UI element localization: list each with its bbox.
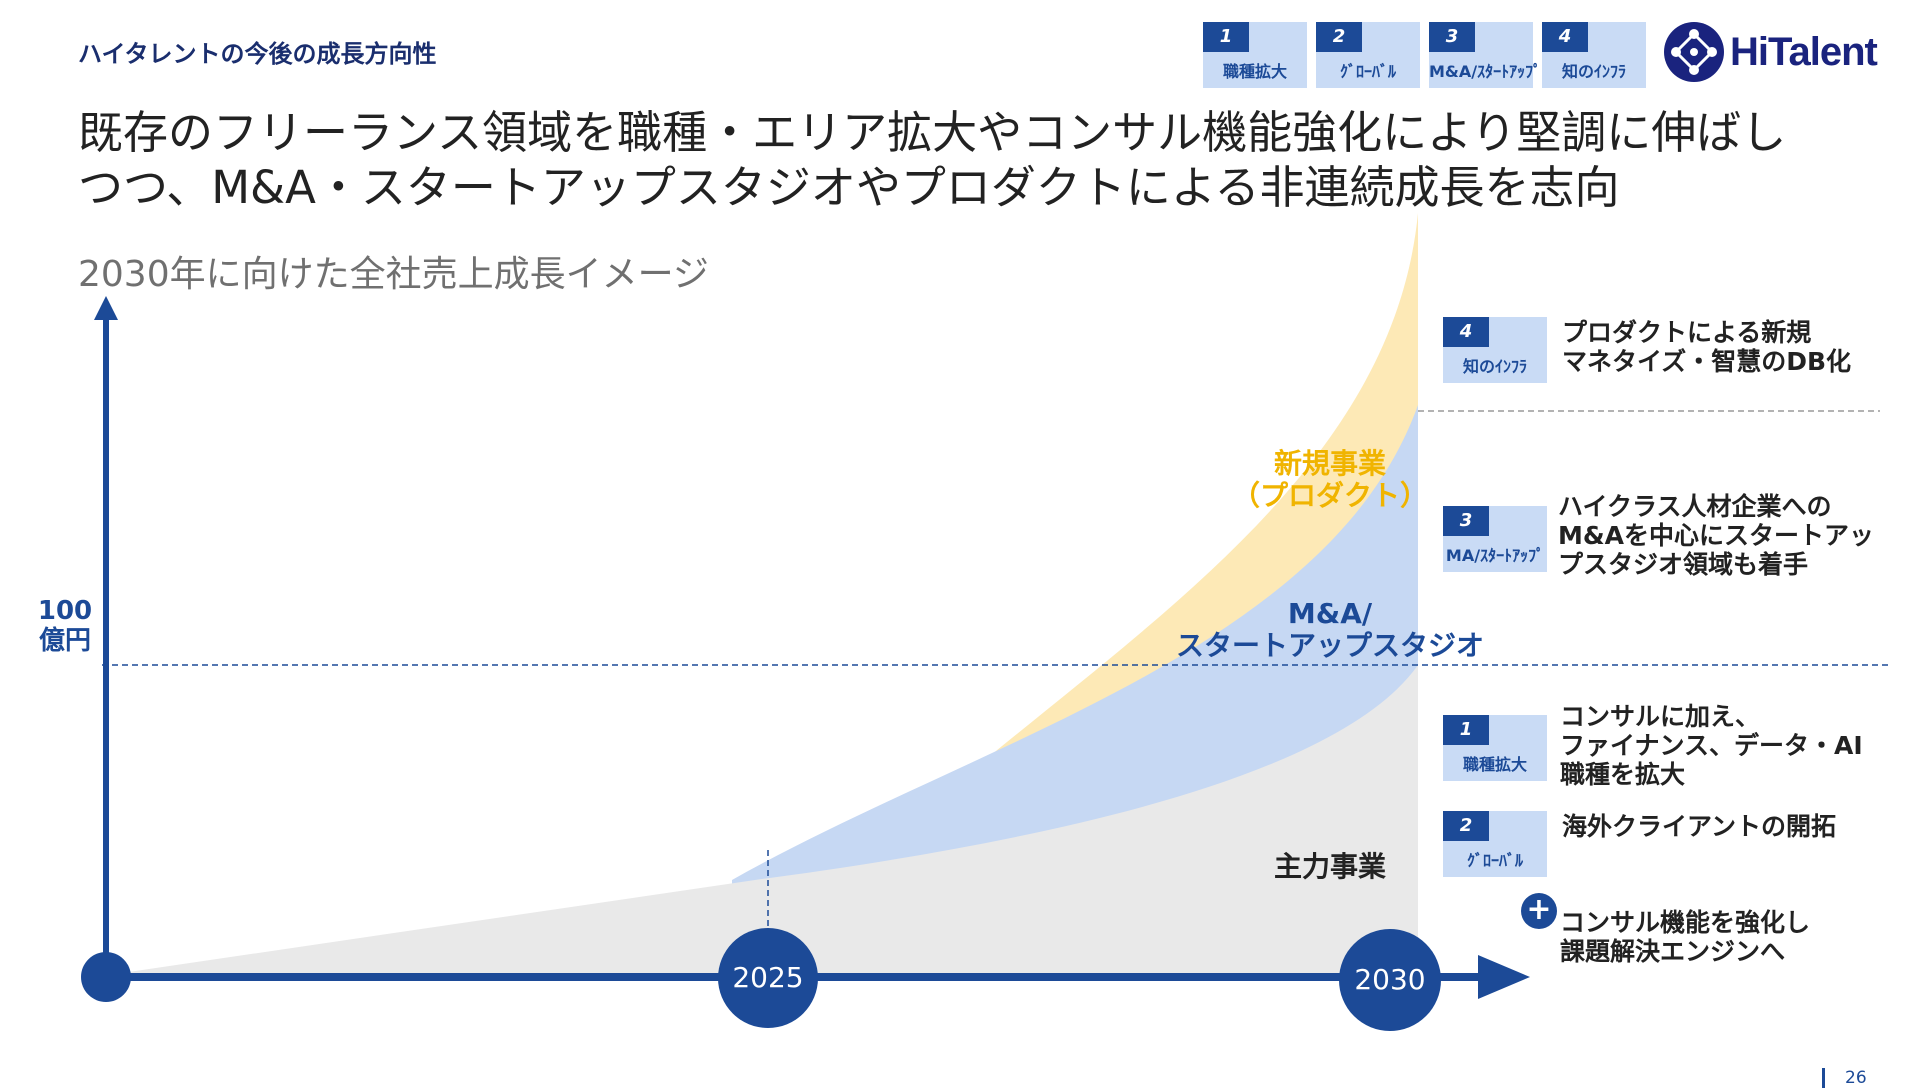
desc-knowledge-infra: プロダクトによる新規 マネタイズ・智慧のDB化 [1562, 318, 1851, 376]
tag-number: 2 [1443, 811, 1489, 841]
y-axis-marker-label: 100 億円 [30, 596, 100, 656]
desc-ma-startup: ハイクラス人材企業への M&Aを中心にスタートアッ プスタジオ領域も着手 [1558, 492, 1874, 579]
desc-tag-1: 1 職種拡大 [1443, 715, 1547, 781]
tag-label: 知のｲﾝﾌﾗ [1561, 62, 1626, 81]
network-logo-icon [1664, 22, 1724, 82]
desc-tag-3: 3 MA/ｽﾀｰﾄｱｯﾌﾟ [1443, 506, 1547, 572]
desc-tag-4: 4 知のｲﾝﾌﾗ [1443, 317, 1547, 383]
desc-line: ハイクラス人材企業への [1558, 492, 1832, 521]
desc-line: 海外クライアントの開拓 [1562, 812, 1837, 841]
page-number: 26 [1845, 1068, 1867, 1088]
desc-line: プロダクトによる新規 [1562, 318, 1812, 347]
logo-text: HiTalent [1730, 30, 1878, 74]
desc-line: M&Aを中心にスタートアッ [1558, 521, 1875, 550]
desc-tag-2: 2 ｸﾞﾛｰﾊﾞﾙ [1443, 811, 1547, 877]
headline-line-2: つつ、M&A・スタートアップスタジオやプロダクトによる非連続成長を志向 [78, 161, 1620, 214]
strategy-tag-2: 2 ｸﾞﾛｰﾊﾞﾙ [1316, 22, 1420, 88]
tag-number: 3 [1443, 506, 1489, 536]
new-business-label: 新規事業 （プロダクト） [1190, 448, 1470, 512]
desc-line: マネタイズ・智慧のDB化 [1562, 347, 1852, 376]
x-axis-arrow [1478, 955, 1530, 999]
desc-line: ファイナンス、データ・AI [1560, 731, 1863, 760]
tag-number: 4 [1443, 317, 1489, 347]
new-business-label-line-1: 新規事業 [1273, 447, 1386, 480]
new-business-label-line-2: （プロダクト） [1231, 479, 1428, 512]
year-2025-marker: 2025 [718, 928, 818, 1028]
desc-line: コンサルに加え、 [1560, 702, 1761, 731]
strategy-tag-1: 1 職種拡大 [1203, 22, 1307, 88]
tag-label: 職種拡大 [1462, 755, 1527, 774]
ma-label-line-1: M&A/ [1287, 597, 1373, 630]
strategy-tag-3: 3 M&A/ｽﾀｰﾄｱｯﾌﾟ [1429, 22, 1542, 88]
ma-label: M&A/ スタートアップスタジオ [1150, 598, 1510, 662]
chart-subtitle: 2030年に向けた全社売上成長イメージ [78, 254, 709, 295]
tag-number: 2 [1316, 22, 1362, 52]
tag-label: ｸﾞﾛｰﾊﾞﾙ [1466, 851, 1523, 870]
headline-line-1: 既存のフリーランス領域を職種・エリア拡大やコンサル機能強化により堅調に伸ばし [78, 106, 1787, 159]
tag-label: ｸﾞﾛｰﾊﾞﾙ [1339, 62, 1396, 81]
desc-consulting: コンサル機能を強化し 課題解決エンジンへ [1560, 908, 1810, 966]
tag-label: 職種拡大 [1222, 62, 1287, 81]
y-axis-arrow [94, 296, 118, 320]
desc-line: コンサル機能を強化し [1560, 908, 1811, 937]
y-marker-value: 100 [37, 596, 93, 626]
page-number-divider [1822, 1068, 1825, 1088]
tag-label: M&A/ｽﾀｰﾄｱｯﾌﾟ [1429, 62, 1542, 81]
desc-line: 課題解決エンジンへ [1560, 937, 1786, 966]
tag-number: 1 [1443, 715, 1489, 745]
hitalent-logo: HiTalent [1662, 18, 1878, 88]
strategy-tag-4: 4 知のｲﾝﾌﾗ [1542, 22, 1646, 88]
plus-icon: + [1521, 893, 1557, 929]
tag-label: 知のｲﾝﾌﾗ [1462, 357, 1527, 376]
ma-label-line-2: スタートアップスタジオ [1175, 629, 1484, 662]
desc-job-expansion: コンサルに加え、 ファイナンス、データ・AI 職種を拡大 [1560, 702, 1863, 789]
section-title: ハイタレントの今後の成長方向性 [78, 40, 437, 68]
y-marker-unit: 億円 [38, 626, 91, 656]
origin-dot [81, 952, 131, 1002]
tag-number: 3 [1429, 22, 1475, 52]
tag-number: 1 [1203, 22, 1249, 52]
core-business-area [108, 665, 1418, 980]
core-business-label: 主力事業 [1273, 850, 1386, 883]
desc-line: 職種を拡大 [1560, 760, 1686, 789]
desc-line: プスタジオ領域も着手 [1558, 550, 1809, 579]
tag-label: MA/ｽﾀｰﾄｱｯﾌﾟ [1445, 546, 1545, 565]
headline: 既存のフリーランス領域を職種・エリア拡大やコンサル機能強化により堅調に伸ばし つ… [78, 105, 1878, 215]
year-2030-marker: 2030 [1339, 929, 1441, 1031]
tag-number: 4 [1542, 22, 1588, 52]
desc-global: 海外クライアントの開拓 [1562, 812, 1836, 841]
